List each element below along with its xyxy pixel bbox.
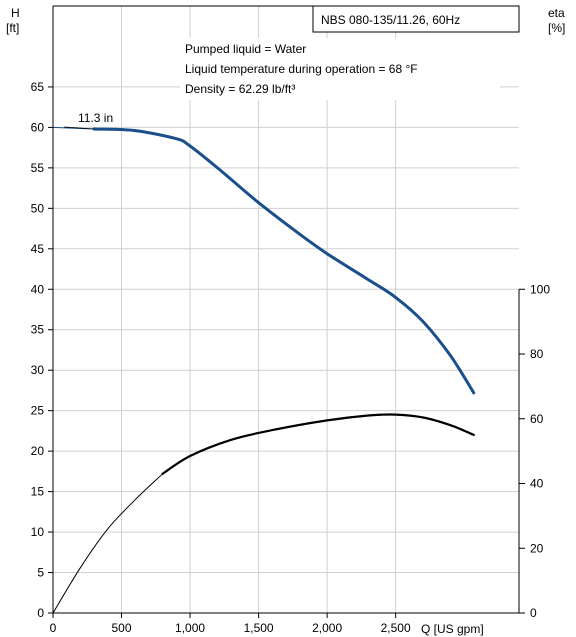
left-tick-label: 0: [37, 606, 44, 620]
right-tick-label: 20: [530, 541, 544, 555]
curves: [52, 126, 476, 614]
left-tick-label: 55: [31, 161, 45, 175]
left-tick-label: 25: [31, 404, 45, 418]
curve-label: 11.3 in: [78, 111, 113, 125]
left-tick-label: 65: [31, 80, 45, 94]
x-tick-label: 1,000: [175, 621, 205, 635]
annotation-temperature: Liquid temperature during operation = 68…: [185, 62, 418, 76]
x-tick-label: 500: [112, 621, 132, 635]
right-tick-label: 80: [530, 347, 544, 361]
left-tick-label: 15: [31, 485, 45, 499]
left-tick-label: 45: [31, 242, 45, 256]
left-tick-label: 5: [37, 566, 44, 580]
x-tick-label: 2,000: [312, 621, 342, 635]
x-tick-label: 2,500: [381, 621, 411, 635]
right-tick-label: 0: [530, 606, 537, 620]
annotation-box: [180, 38, 500, 100]
x-tick-label: 0: [50, 621, 57, 635]
efficiency-curve-lead: [52, 473, 163, 614]
left-tick-label: 30: [31, 363, 45, 377]
left-tick-label: 40: [31, 282, 45, 296]
annotation-liquid: Pumped liquid = Water: [185, 42, 306, 56]
grid: [53, 6, 519, 613]
right-axis-unit: [%]: [548, 21, 565, 35]
curve-label-leader: [64, 126, 95, 130]
annotation-density: Density = 62.29 lb/ft³: [185, 82, 295, 96]
x-tick-label: 1,500: [244, 621, 274, 635]
title-box: [312, 5, 520, 33]
left-tick-label: 20: [31, 444, 45, 458]
left-axis-unit: [ft]: [6, 21, 19, 35]
left-tick-label: 35: [31, 323, 45, 337]
left-axis-title: H: [11, 6, 20, 20]
left-tick-label: 60: [31, 120, 45, 134]
x-axis-title: Q [US gpm]: [421, 622, 484, 636]
right-tick-label: 60: [530, 412, 544, 426]
right-axis-title: eta: [548, 6, 565, 20]
head-curve: [92, 127, 476, 395]
right-tick-label: 40: [530, 477, 544, 491]
left-tick-label: 50: [31, 201, 45, 215]
right-tick-label: 100: [530, 282, 550, 296]
chart-title: NBS 080-135/11.26, 60Hz: [321, 13, 460, 27]
efficiency-curve: [161, 413, 475, 475]
left-tick-label: 10: [31, 525, 45, 539]
